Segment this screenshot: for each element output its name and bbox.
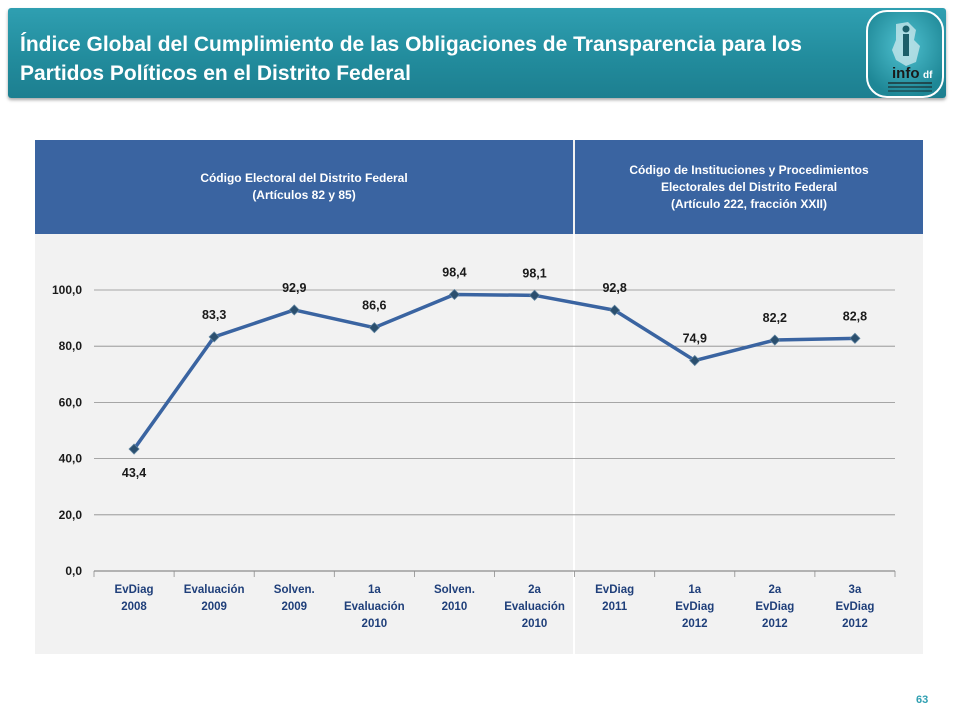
y-tick-label: 20,0 [59,508,83,522]
x-tick-label: Solven. 2010 [434,584,475,613]
x-tick-label: Solven. 2009 [274,584,315,613]
page-number: 63 [916,694,929,706]
panel-right-line-2: Electorales del Distrito Federal [660,179,838,194]
y-tick-label: 0,0 [65,564,82,578]
data-label: 92,8 [602,281,626,295]
panel-header-left: Código Electoral del Distrito Federal (A… [35,140,573,234]
x-tick-label: 2a Evaluación 2010 [504,584,565,630]
data-label: 43,4 [122,466,146,480]
y-tick-label: 80,0 [59,339,83,353]
x-tick-label: EvDiag 2008 [115,584,154,613]
data-point [849,332,861,344]
x-tick-label: 2a EvDiag 2012 [755,584,794,630]
panel-right-line-3: (Artículo 222, fracción XXII) [670,196,828,211]
line-chart: 0,0 20,0 40,0 60,0 80,0 100,0 EvDiag 2008 Evalua… [52,265,896,630]
data-point [208,331,220,343]
panel-right-line-1: Código de Instituciones y Procedimientos [629,162,869,177]
title-line-2: Partidos Políticos en el Distrito Federa… [20,62,411,85]
data-point [128,443,140,455]
data-point [769,334,781,346]
data-label: 74,9 [683,332,707,346]
y-tick-label: 60,0 [59,395,83,409]
data-point [368,322,380,334]
panel-left-line-2: (Artículos 82 y 85) [252,188,356,202]
x-tick-label: 1a EvDiag 2012 [675,584,714,630]
y-tick-label: 100,0 [52,283,82,297]
data-label: 86,6 [362,299,386,313]
panel-left-line-1: Código Electoral del Distrito Federal [200,171,408,185]
logo-text: info [892,65,920,82]
data-label: 82,8 [843,309,867,323]
data-point [528,289,541,301]
panel-divider [573,234,575,654]
data-point [448,288,461,301]
x-tick-label: 3a EvDiag 2012 [835,584,874,630]
series-line [132,292,855,451]
data-label: 92,9 [282,281,306,295]
title-bar: Índice Global del Cumplimiento de las Ob… [8,8,946,98]
x-tick-label: 1a Evaluación 2010 [344,584,405,630]
title-line-1: Índice Global del Cumplimiento de las Ob… [20,33,802,56]
data-point [609,304,621,316]
data-label: 82,2 [763,311,787,325]
panel-header-right: Código de Instituciones y Procedimientos… [575,140,923,234]
data-label: 83,3 [202,308,226,322]
x-tick-label: EvDiag 2011 [595,584,634,613]
y-tick-label: 40,0 [59,452,83,466]
page-title: Índice Global del Cumplimiento de las Ob… [20,30,840,88]
x-tick-label: Evaluación 2009 [184,584,245,613]
data-point [288,304,300,316]
data-point [689,354,701,367]
infodf-logo: info df [866,10,944,98]
data-label: 98,4 [442,265,466,279]
logo-suffix: df [923,70,933,81]
chart-area: Código Electoral del Distrito Federal (A… [35,140,923,654]
data-label: 98,1 [522,266,546,280]
